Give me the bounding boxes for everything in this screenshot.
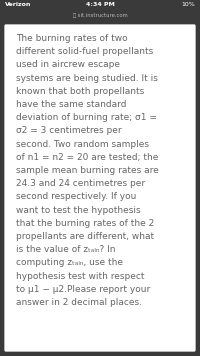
Text: Verizon: Verizon [5, 2, 31, 7]
FancyBboxPatch shape [4, 25, 196, 351]
Text: 🔒 sit.instructure.com: 🔒 sit.instructure.com [73, 12, 127, 17]
Text: 4:34 PM: 4:34 PM [86, 2, 114, 7]
Text: different solid-fuel propellants: different solid-fuel propellants [16, 47, 153, 56]
Text: 24.3 and 24 centimetres per: 24.3 and 24 centimetres per [16, 179, 145, 188]
Text: hypothesis test with respect: hypothesis test with respect [16, 272, 144, 281]
Text: answer in 2 decimal places.: answer in 2 decimal places. [16, 298, 142, 307]
Text: second respectively. If you: second respectively. If you [16, 192, 136, 201]
Text: 10%: 10% [181, 2, 195, 7]
Text: propellants are different, what: propellants are different, what [16, 232, 154, 241]
Text: known that both propellants: known that both propellants [16, 87, 144, 96]
Text: is the value of zₜₐₗₙ? In: is the value of zₜₐₗₙ? In [16, 245, 116, 254]
Text: that the burning rates of the 2: that the burning rates of the 2 [16, 219, 154, 228]
Text: sample mean burning rates are: sample mean burning rates are [16, 166, 159, 175]
Text: σ2 = 3 centimetres per: σ2 = 3 centimetres per [16, 126, 122, 135]
Text: computing zₜₐₗₙ, use the: computing zₜₐₗₙ, use the [16, 258, 123, 267]
Text: systems are being studied. It is: systems are being studied. It is [16, 74, 158, 83]
Text: second. Two random samples: second. Two random samples [16, 140, 149, 148]
Text: used in aircrew escape: used in aircrew escape [16, 61, 120, 69]
Text: want to test the hypothesis: want to test the hypothesis [16, 206, 141, 215]
Text: of n1 = n2 = 20 are tested; the: of n1 = n2 = 20 are tested; the [16, 153, 158, 162]
Text: deviation of burning rate; σ1 =: deviation of burning rate; σ1 = [16, 113, 157, 122]
Text: have the same standard: have the same standard [16, 100, 127, 109]
Text: The burning rates of two: The burning rates of two [16, 34, 128, 43]
Text: to μ1 − μ2.Please report your: to μ1 − μ2.Please report your [16, 285, 150, 294]
